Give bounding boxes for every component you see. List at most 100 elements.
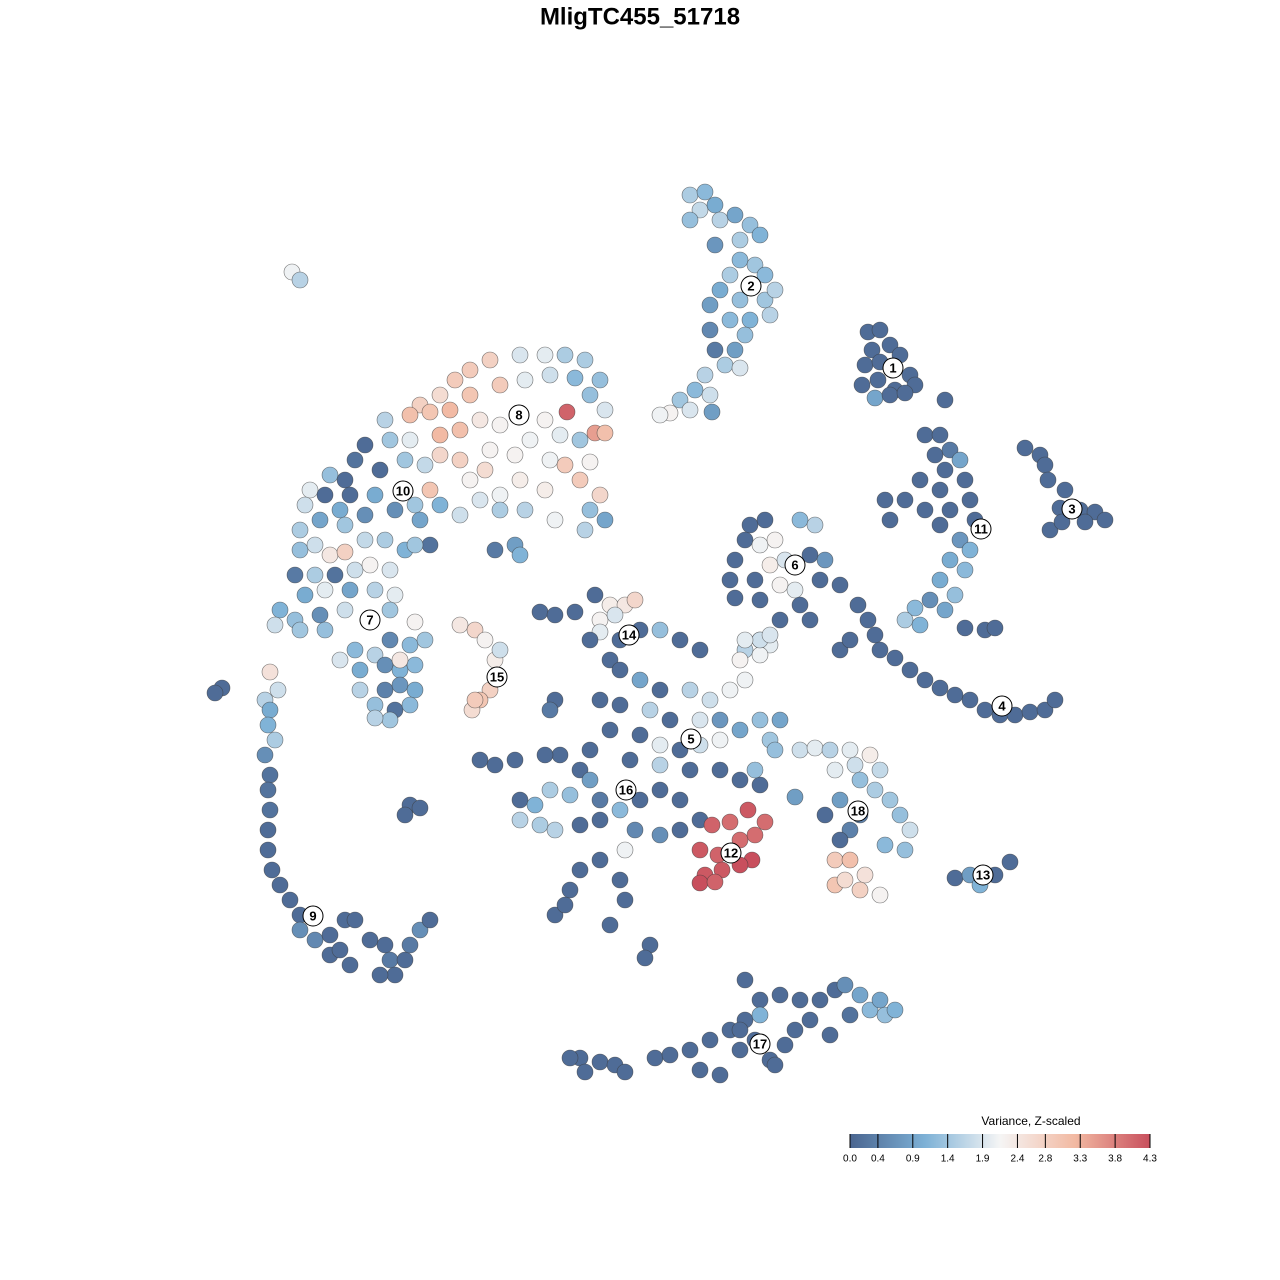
point (701, 386, 719, 404)
point (1096, 511, 1114, 529)
point (691, 711, 709, 729)
point (976, 701, 994, 719)
point (336, 601, 354, 619)
point (558, 403, 576, 421)
point (651, 781, 669, 799)
point (421, 911, 439, 929)
chart-title: MligTC455_51718 (540, 3, 740, 30)
cluster-label: 13 (976, 867, 990, 882)
point (896, 491, 914, 509)
point (346, 561, 364, 579)
point (906, 599, 924, 617)
point (341, 486, 359, 504)
point (761, 556, 779, 574)
point (261, 801, 279, 819)
cluster-label: 8 (515, 407, 522, 422)
point (751, 711, 769, 729)
point (351, 661, 369, 679)
point (821, 1026, 839, 1044)
point (311, 606, 329, 624)
point (601, 916, 619, 934)
point (431, 496, 449, 514)
point (511, 546, 529, 564)
point (586, 586, 604, 604)
point (316, 621, 334, 639)
point (866, 389, 884, 407)
point (611, 696, 629, 714)
point (461, 361, 479, 379)
point (431, 386, 449, 404)
point (541, 451, 559, 469)
point (871, 761, 889, 779)
point (371, 966, 389, 984)
point (863, 341, 881, 359)
point (591, 691, 609, 709)
point (476, 631, 494, 649)
point (286, 566, 304, 584)
cluster-label: 1 (889, 360, 896, 375)
point (571, 431, 589, 449)
point (831, 641, 849, 659)
point (546, 821, 564, 839)
point (921, 591, 939, 609)
point (831, 576, 849, 594)
point (1046, 691, 1064, 709)
point (703, 403, 721, 421)
point (691, 201, 709, 219)
point (806, 516, 824, 534)
point (841, 1006, 859, 1024)
point (756, 511, 774, 529)
point (841, 741, 859, 759)
point (936, 461, 954, 479)
cluster-label: 3 (1068, 501, 1075, 516)
point (736, 631, 754, 649)
point (806, 739, 824, 757)
point (401, 936, 419, 954)
point (461, 471, 479, 489)
point (861, 1001, 879, 1019)
point (1076, 513, 1094, 531)
point (926, 446, 944, 464)
point (701, 1031, 719, 1049)
cluster-label-marker (972, 864, 994, 886)
point (521, 431, 539, 449)
cluster-label-marker (618, 624, 640, 646)
point (681, 211, 699, 229)
point (816, 551, 834, 569)
point (326, 566, 344, 584)
point (691, 841, 709, 859)
point (836, 871, 854, 889)
point (746, 571, 764, 589)
point (381, 951, 399, 969)
point (826, 761, 844, 779)
point (291, 541, 309, 559)
point (896, 384, 914, 402)
point (541, 781, 559, 799)
point (471, 491, 489, 509)
point (711, 281, 729, 299)
point (691, 1061, 709, 1079)
point (691, 641, 709, 659)
point (541, 366, 559, 384)
point (266, 731, 284, 749)
point (296, 496, 314, 514)
point (341, 581, 359, 599)
point (651, 736, 669, 754)
cluster-label: 6 (791, 557, 798, 572)
points (206, 183, 1114, 1084)
point (636, 949, 654, 967)
point (946, 586, 964, 604)
point (581, 631, 599, 649)
cluster-label-marker (486, 666, 508, 688)
point (616, 841, 634, 859)
point (861, 746, 879, 764)
point (576, 521, 594, 539)
point (721, 266, 739, 284)
point (346, 451, 364, 469)
colorbar-tick-label: 0.0 (843, 1154, 857, 1165)
point (706, 196, 724, 214)
point (961, 691, 979, 709)
cluster-label-marker (302, 905, 324, 927)
point (841, 821, 859, 839)
